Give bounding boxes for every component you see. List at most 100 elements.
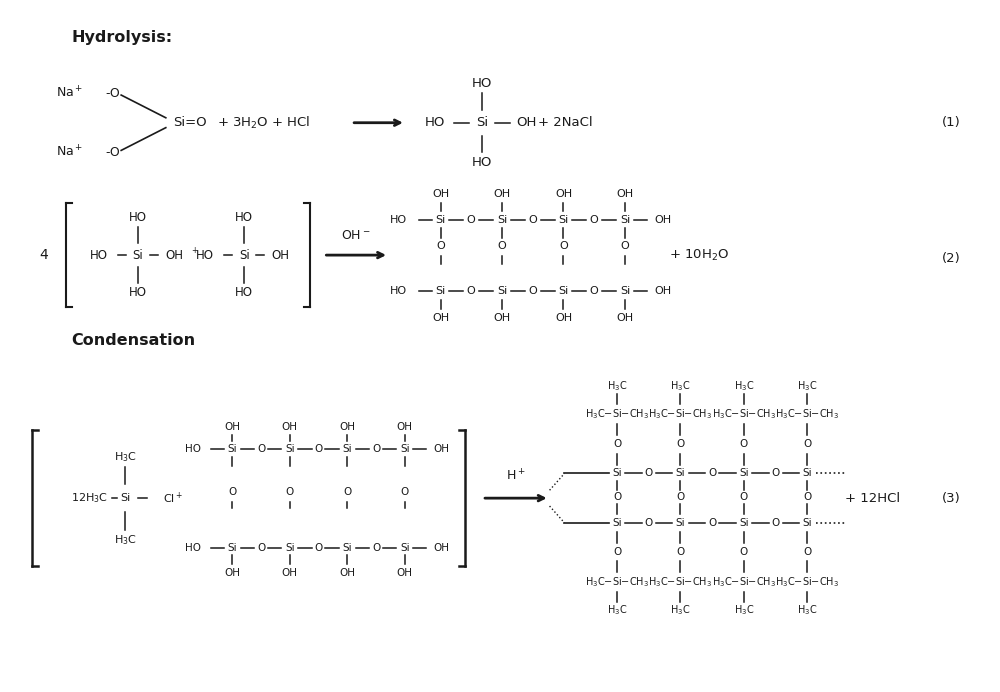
Text: O: O — [314, 543, 323, 552]
Text: O: O — [613, 547, 621, 558]
Text: Si: Si — [620, 215, 630, 224]
Text: -O: -O — [105, 146, 120, 159]
Text: OH: OH — [433, 543, 449, 552]
Text: HO: HO — [129, 211, 147, 224]
Text: Si: Si — [739, 518, 749, 528]
Text: Si: Si — [133, 248, 143, 262]
Text: HO: HO — [129, 286, 147, 299]
Text: Si: Si — [435, 215, 446, 224]
Text: O: O — [613, 492, 621, 502]
Text: Condensation: Condensation — [72, 333, 196, 347]
Text: OH: OH — [166, 248, 184, 262]
Text: $^+$: $^+$ — [190, 246, 199, 256]
Text: OH: OH — [616, 313, 634, 323]
Text: Si: Si — [612, 518, 622, 528]
Text: 4: 4 — [39, 248, 48, 262]
Text: Hydrolysis:: Hydrolysis: — [72, 30, 173, 45]
Text: (3): (3) — [942, 491, 961, 504]
Text: Si: Si — [612, 468, 622, 478]
Text: Si: Si — [497, 286, 507, 295]
Text: OH: OH — [432, 313, 449, 323]
Text: HO: HO — [235, 211, 253, 224]
Text: Si: Si — [400, 543, 410, 552]
Text: OH: OH — [654, 215, 671, 224]
Text: H$_3$C: H$_3$C — [734, 380, 754, 394]
Text: HO: HO — [390, 215, 407, 224]
Text: O: O — [528, 215, 537, 224]
Text: Si: Si — [342, 543, 352, 552]
Text: H$_3$C: H$_3$C — [670, 603, 691, 617]
Text: O: O — [314, 444, 323, 454]
Text: OH: OH — [272, 248, 290, 262]
Text: O: O — [676, 492, 685, 502]
Text: OH: OH — [433, 444, 449, 454]
Text: HO: HO — [185, 444, 201, 454]
Text: OH: OH — [282, 422, 298, 432]
Text: OH: OH — [616, 189, 634, 199]
Text: O: O — [772, 518, 780, 528]
Text: O: O — [343, 487, 351, 498]
Text: + 10H$_2$O: + 10H$_2$O — [669, 248, 729, 263]
Text: Si: Si — [803, 518, 812, 528]
Text: H$_3$C: H$_3$C — [607, 603, 627, 617]
Text: OH: OH — [397, 568, 413, 579]
Text: H$_3$C$-$Si$-$CH$_3$: H$_3$C$-$Si$-$CH$_3$ — [712, 575, 776, 589]
Text: OH: OH — [339, 422, 355, 432]
Text: HO: HO — [89, 248, 107, 262]
Text: Na$^+$: Na$^+$ — [56, 85, 83, 101]
Text: Si: Si — [342, 444, 352, 454]
Text: H$_3$C: H$_3$C — [114, 533, 137, 547]
Text: (1): (1) — [942, 116, 961, 129]
Text: Si=O: Si=O — [173, 116, 206, 129]
Text: O: O — [286, 487, 294, 498]
Text: OH: OH — [224, 568, 240, 579]
Text: Si: Si — [120, 493, 130, 503]
Text: -O: -O — [105, 86, 120, 100]
Text: H$_3$C$-$Si$-$CH$_3$: H$_3$C$-$Si$-$CH$_3$ — [648, 408, 713, 421]
Text: O: O — [803, 492, 812, 502]
Text: O: O — [436, 242, 445, 251]
Text: O: O — [467, 286, 476, 295]
Text: H$_3$C$-$Si$-$CH$_3$: H$_3$C$-$Si$-$CH$_3$ — [648, 575, 713, 589]
Text: OH: OH — [517, 116, 537, 129]
Text: OH: OH — [397, 422, 413, 432]
Text: HO: HO — [472, 156, 492, 169]
Text: OH: OH — [282, 568, 298, 579]
Text: O: O — [590, 215, 599, 224]
Text: O: O — [613, 439, 621, 449]
Text: O: O — [740, 439, 748, 449]
Text: Si: Si — [285, 444, 295, 454]
Text: Na$^+$: Na$^+$ — [56, 145, 83, 160]
Text: Si: Si — [497, 215, 507, 224]
Text: OH: OH — [555, 313, 572, 323]
Text: Si: Si — [676, 518, 685, 528]
Text: OH$^-$: OH$^-$ — [341, 229, 371, 242]
Text: O: O — [372, 444, 380, 454]
Text: Si: Si — [476, 116, 488, 129]
Text: O: O — [621, 242, 629, 251]
Text: OH: OH — [493, 313, 511, 323]
Text: Si: Si — [739, 468, 749, 478]
Text: H$_3$C$-$Si$-$CH$_3$: H$_3$C$-$Si$-$CH$_3$ — [585, 408, 649, 421]
Text: O: O — [676, 547, 685, 558]
Text: (2): (2) — [942, 252, 961, 264]
Text: H$_3$C$-$Si$-$CH$_3$: H$_3$C$-$Si$-$CH$_3$ — [585, 575, 649, 589]
Text: O: O — [740, 492, 748, 502]
Text: O: O — [401, 487, 409, 498]
Text: Si: Si — [676, 468, 685, 478]
Text: O: O — [257, 543, 265, 552]
Text: O: O — [645, 518, 653, 528]
Text: O: O — [708, 468, 716, 478]
Text: H$_3$C: H$_3$C — [607, 380, 627, 394]
Text: O: O — [645, 468, 653, 478]
Text: Si: Si — [803, 468, 812, 478]
Text: Si: Si — [239, 248, 250, 262]
Text: O: O — [772, 468, 780, 478]
Text: H$_3$C: H$_3$C — [797, 380, 818, 394]
Text: Si: Si — [400, 444, 410, 454]
Text: Si: Si — [620, 286, 630, 295]
Text: HO: HO — [185, 543, 201, 552]
Text: Si: Si — [435, 286, 446, 295]
Text: O: O — [228, 487, 236, 498]
Text: Si: Si — [227, 543, 237, 552]
